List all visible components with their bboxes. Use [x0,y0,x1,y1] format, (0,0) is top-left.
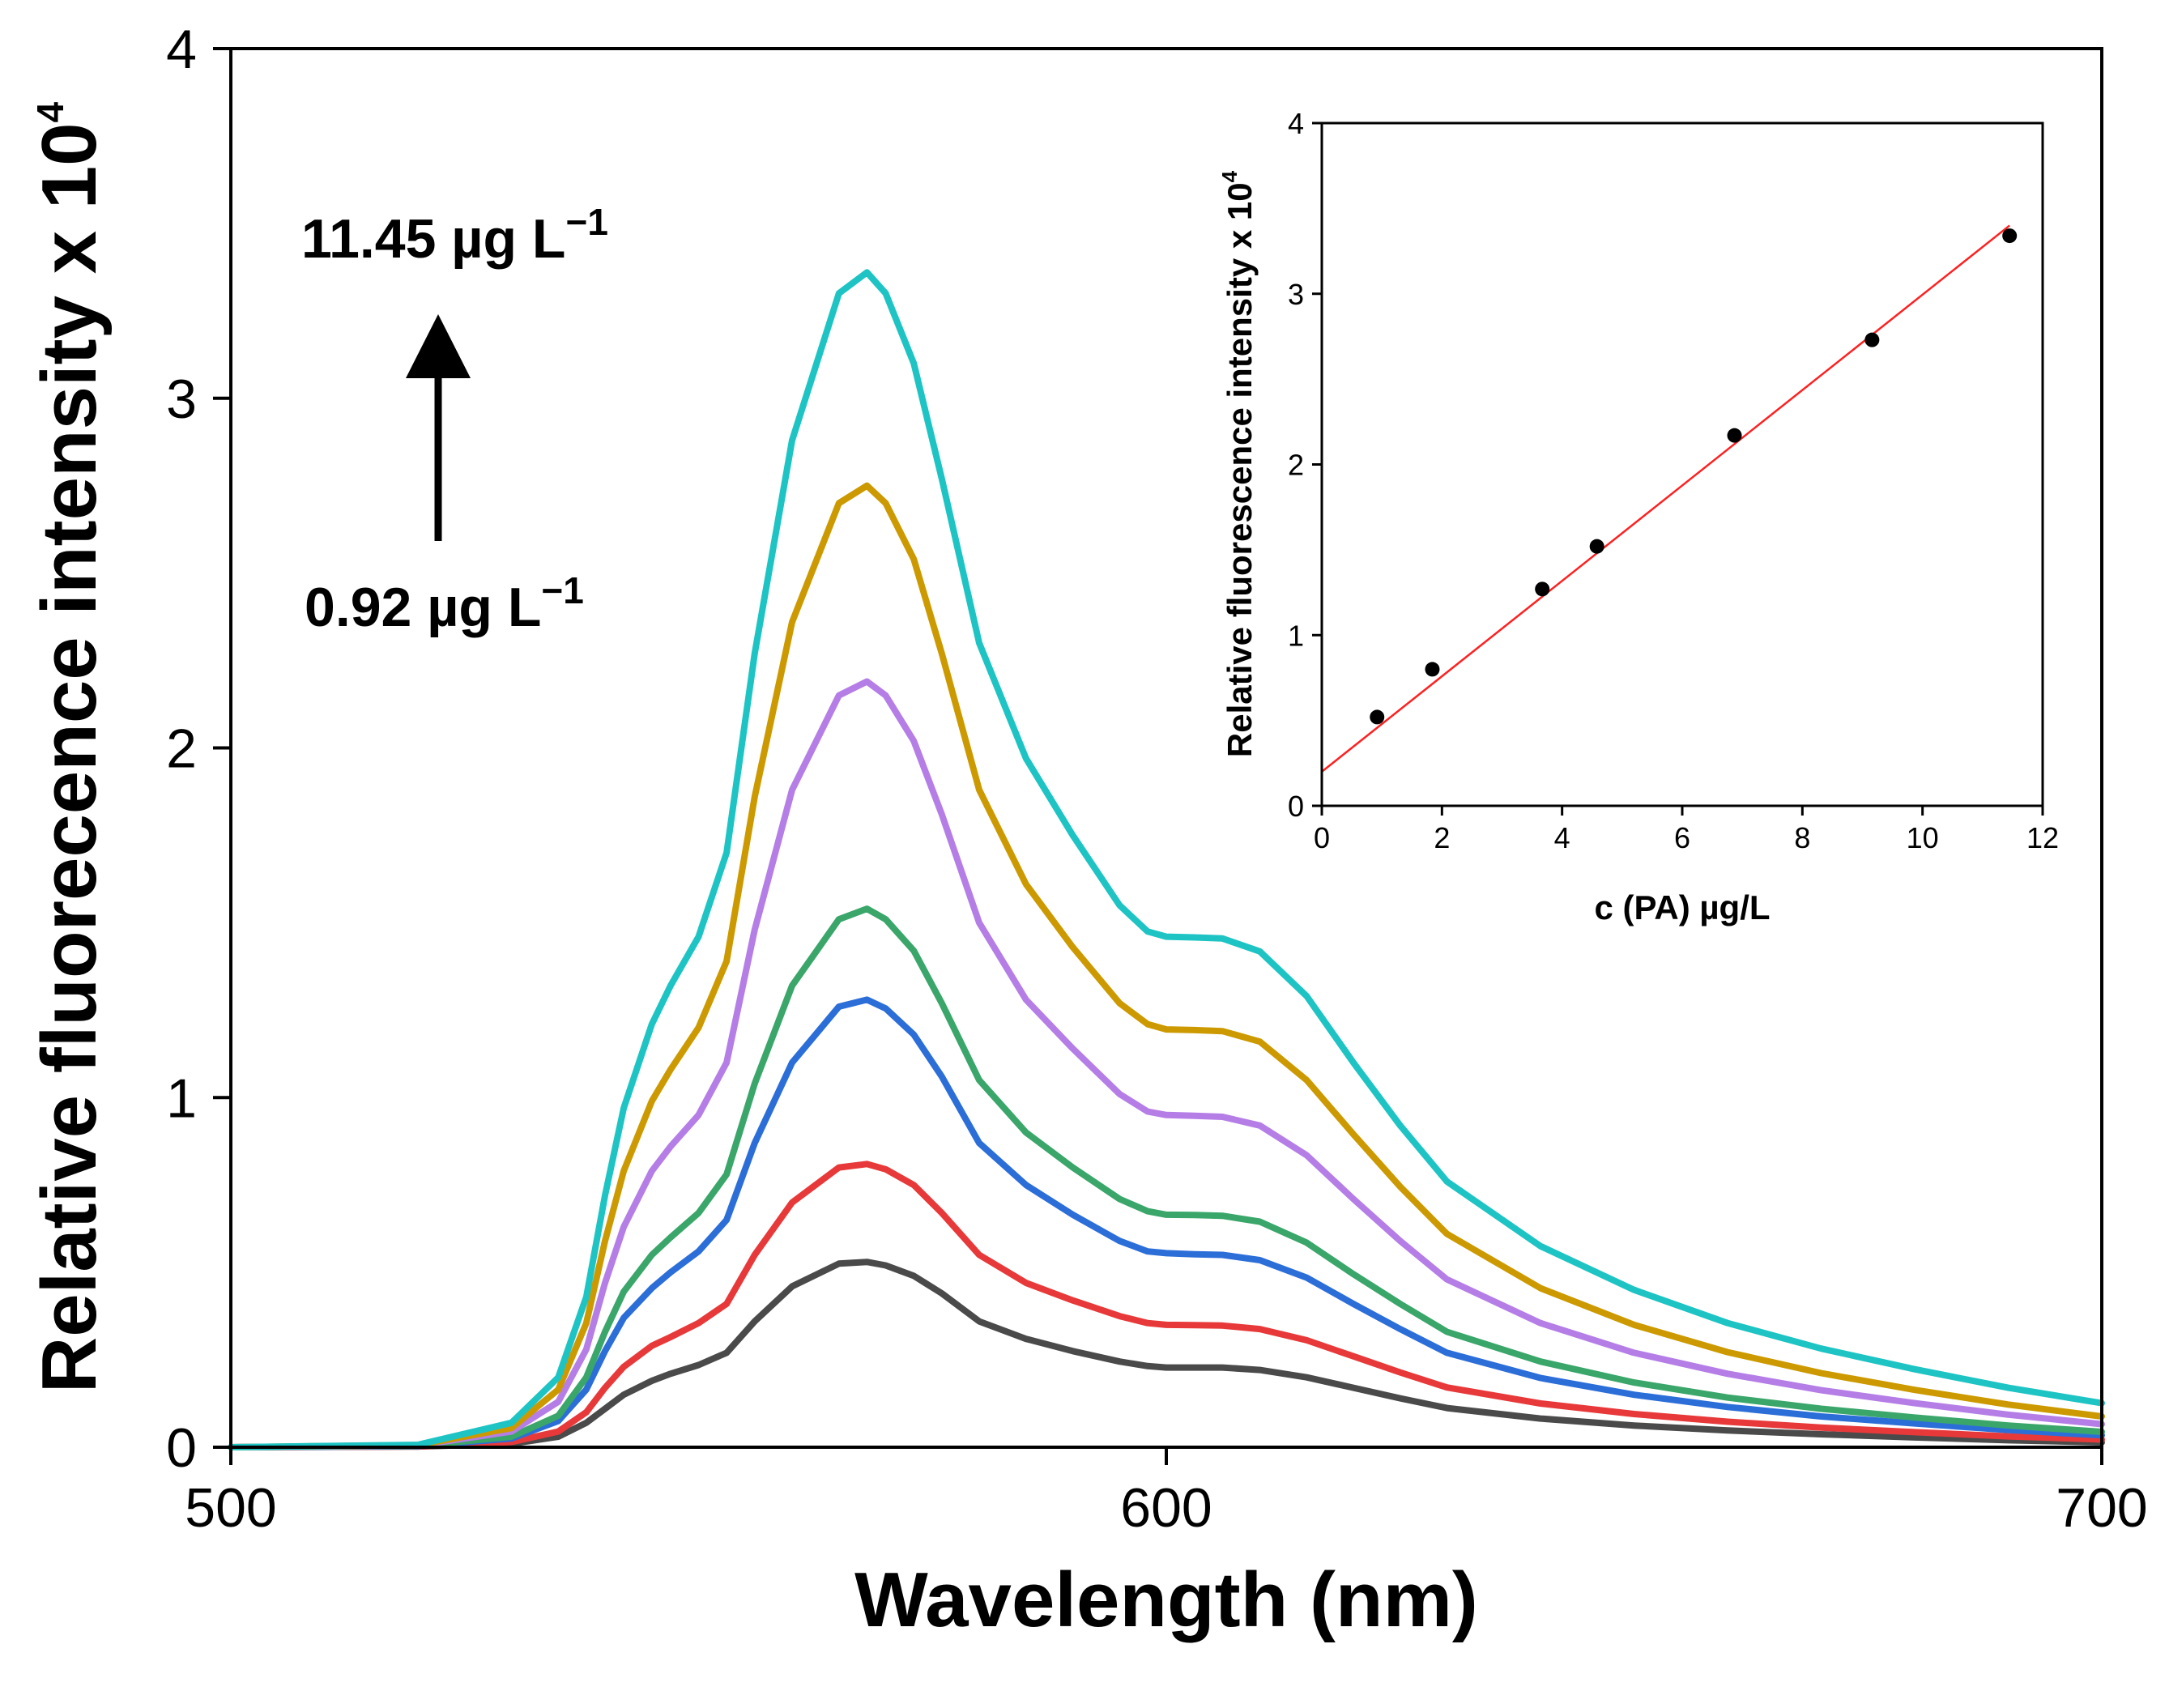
annotation-bottom-label-text: 0.92 µg L [305,577,541,638]
annotation-top-label: 11.45 µg L−1 [301,201,608,270]
inset-data-point [2002,228,2018,244]
inset-x-tick-label: 8 [1794,821,1810,854]
inset-x-tick-label: 0 [1314,821,1330,854]
inset-data-point [1864,332,1880,347]
main-x-tick-label: 700 [2056,1477,2147,1539]
main-y-tick-label: 0 [166,1417,197,1479]
inset-x-tick-label: 2 [1434,821,1450,854]
inset-y-tick-label: 2 [1288,449,1304,482]
main-y-axis-title: Relative fluorecence intensity x 104 [26,101,113,1393]
annotation-arrow-head [406,314,471,378]
inset-x-ticks: 0 2 4 6 8 10 12 [1314,806,2059,854]
inset-y-tick-label: 0 [1288,790,1304,823]
annotation-arrow [406,314,471,541]
inset-data-point [1535,581,1550,597]
spectrum-curve-7 [228,269,2105,1450]
inset-data-point [1589,539,1604,554]
main-y-tick-label: 1 [166,1067,197,1129]
inset-y-ticks: 0 1 2 3 4 [1288,107,1322,823]
inset-x-tick-label: 10 [1907,821,1939,854]
inset-points [1370,228,2018,725]
annotation-top-label-exponent: −1 [565,201,607,243]
main-y-tick-label: 3 [166,368,197,430]
main-y-axis-title-text: Relative fluorecence intensity x 10 [26,122,113,1393]
main-x-axis-title: Wavelength (nm) [854,1557,1478,1643]
spectrum-curve-2 [228,1161,2105,1450]
inset-background [1322,123,2043,806]
inset-y-axis-title-text: Relative fluorescence intensity x 10 [1221,182,1259,757]
spectrum-curve-5 [228,678,2105,1450]
inset-x-tick-label: 4 [1554,821,1570,854]
inset-x-tick-label: 12 [2026,821,2059,854]
main-y-axis-title-exponent: 4 [29,101,71,122]
main-x-tick-label: 500 [185,1477,276,1539]
main-x-ticks: 500 600 700 [185,1447,2148,1539]
inset-fit-line-group [1321,224,2010,773]
inset-y-axis-title-exponent: 4 [1217,170,1242,182]
annotation-bottom-label-exponent: −1 [541,569,583,611]
annotation-top-label-text: 11.45 µg L [301,208,565,270]
main-y-ticks: 0 1 2 3 4 [166,19,231,1479]
spectrum-curve-1 [228,1259,2105,1450]
spectrum-curve-4 [228,905,2105,1450]
main-curves [228,269,2105,1450]
spectrum-curve-3 [228,996,2105,1450]
inset-x-axis-title: c (PA) µg/L [1594,888,1770,926]
inset-x-tick-label: 6 [1674,821,1690,854]
main-x-tick-label: 600 [1120,1477,1212,1539]
inset-y-tick-label: 4 [1288,107,1304,140]
inset-y-tick-label: 3 [1288,278,1304,311]
inset-y-axis-title: Relative fluorescence intensity x 104 [1217,170,1259,757]
main-y-tick-label: 4 [166,19,197,80]
annotation-bottom-label: 0.92 µg L−1 [305,569,584,638]
main-y-tick-label: 2 [166,718,197,780]
inset-data-point [1727,428,1742,443]
inset-fit-line [1321,224,2010,773]
inset-data-point [1425,662,1440,677]
inset-data-point [1370,709,1385,725]
inset-y-tick-label: 1 [1288,619,1304,652]
spectrum-curve-6 [228,482,2105,1450]
